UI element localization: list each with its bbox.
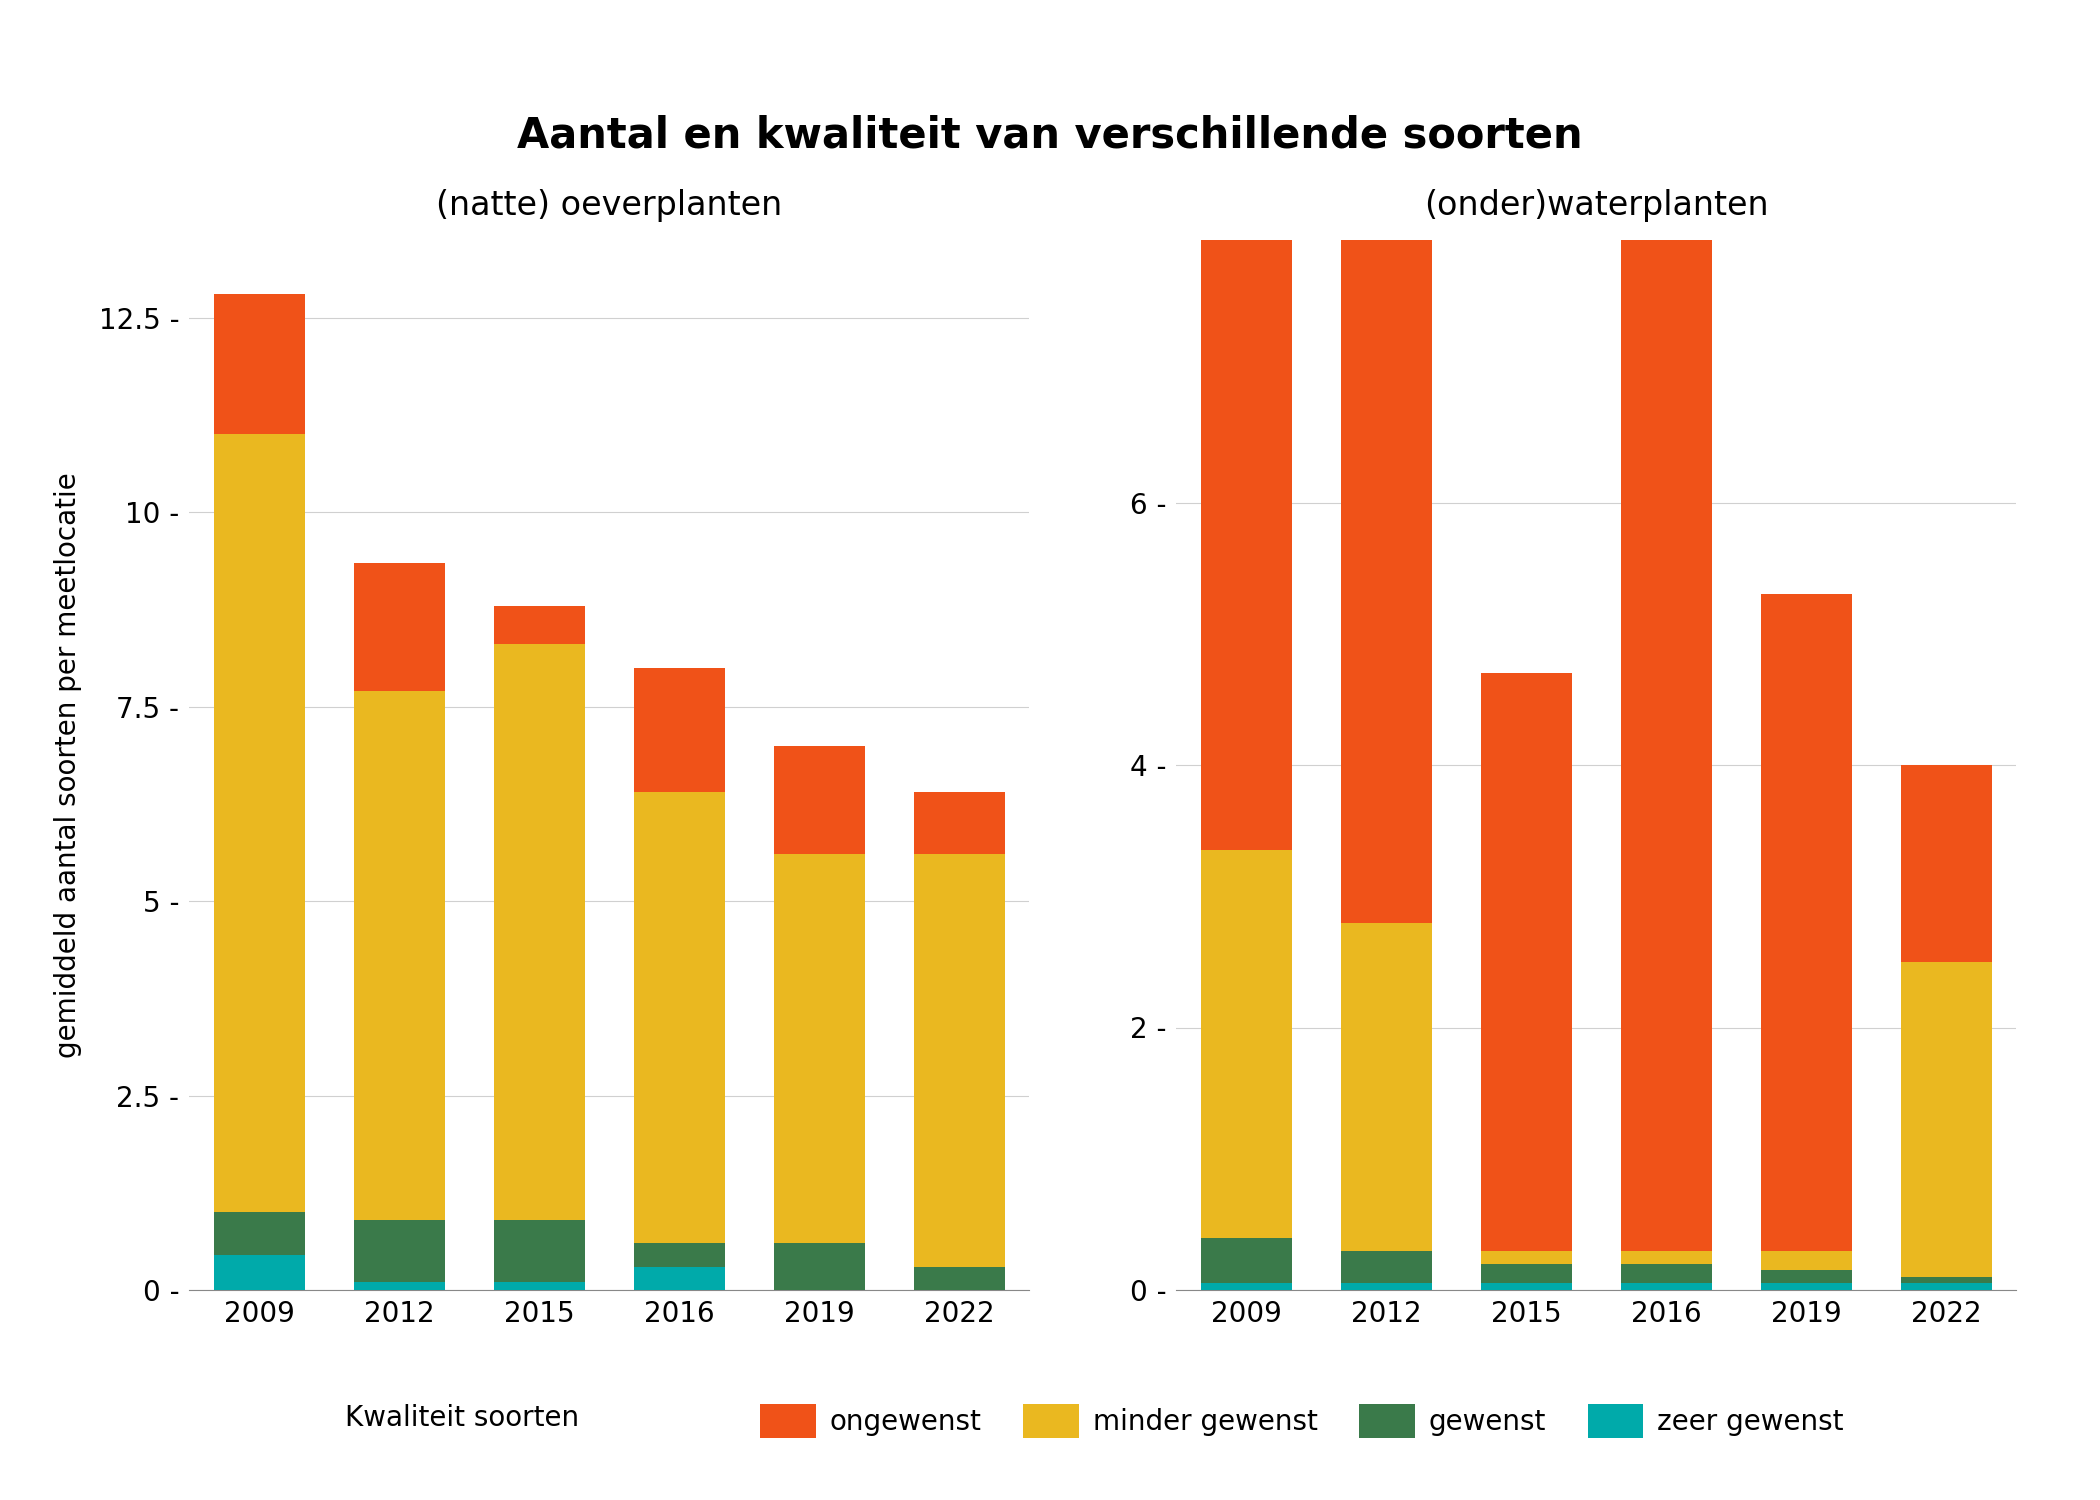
Bar [914,855,1004,1266]
Title: (natte) oeverplanten: (natte) oeverplanten [437,189,781,222]
Bar [1900,1284,1991,1290]
Bar [1480,1251,1571,1263]
Bar [214,1256,304,1290]
Legend: ongewenst, minder gewenst, gewenst, zeer gewenst: ongewenst, minder gewenst, gewenst, zeer… [750,1392,1854,1449]
Y-axis label: gemiddeld aantal soorten per meetlocatie: gemiddeld aantal soorten per meetlocatie [55,472,82,1058]
Bar [1340,1284,1432,1290]
Bar [1201,1238,1292,1284]
Bar [634,792,724,1244]
Bar [353,562,445,692]
Bar [914,792,1004,855]
Bar [1340,922,1432,1251]
Bar [1480,674,1571,1251]
Bar [1900,1276,1991,1284]
Bar [1201,850,1292,1238]
Bar [353,1220,445,1282]
Title: (onder)waterplanten: (onder)waterplanten [1424,189,1768,222]
Bar [214,294,304,435]
Bar [494,645,584,1220]
Bar [1340,1251,1432,1284]
Bar [1480,1263,1571,1284]
Text: Kwaliteit soorten: Kwaliteit soorten [344,1404,580,1431]
Bar [634,1266,724,1290]
Bar [1900,765,1991,962]
Bar [773,855,865,1244]
Bar [1480,1284,1571,1290]
Bar [914,1266,1004,1290]
Bar [1621,1263,1712,1284]
Bar [494,606,584,645]
Bar [1340,0,1432,922]
Bar [773,1244,865,1290]
Bar [1621,1251,1712,1263]
Bar [353,1282,445,1290]
Bar [634,1244,724,1266]
Bar [1201,1284,1292,1290]
Bar [214,435,304,1212]
Bar [1621,1284,1712,1290]
Bar [494,1282,584,1290]
Bar [1760,1270,1852,1284]
Bar [773,746,865,855]
Bar [1621,174,1712,1251]
Bar [494,1220,584,1282]
Bar [1760,1284,1852,1290]
Bar [214,1212,304,1255]
Text: Aantal en kwaliteit van verschillende soorten: Aantal en kwaliteit van verschillende so… [517,114,1583,156]
Bar [353,692,445,1220]
Bar [634,668,724,792]
Bar [1900,962,1991,1276]
Bar [1760,1251,1852,1270]
Bar [1760,594,1852,1251]
Bar [1201,36,1292,850]
